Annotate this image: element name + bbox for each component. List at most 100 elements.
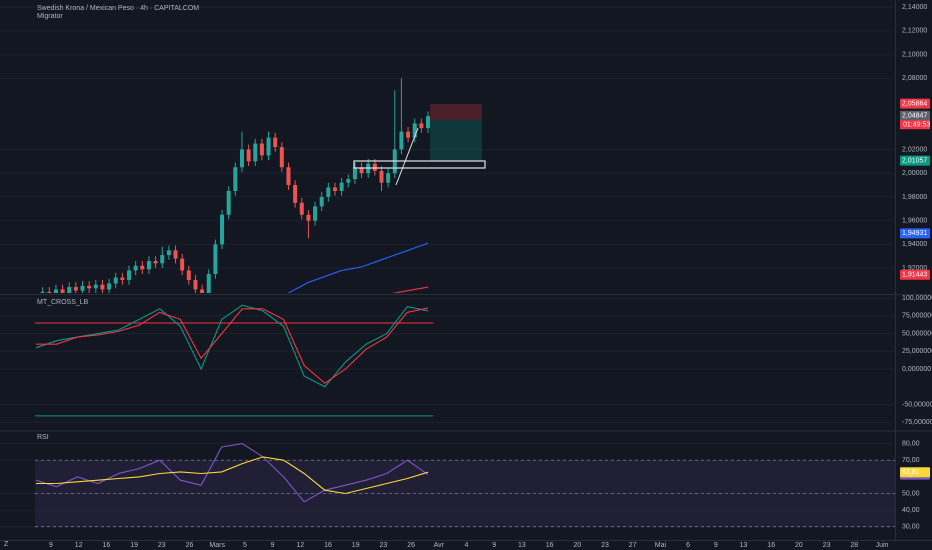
y-tick-label: 2,02000: [902, 146, 927, 153]
y-tick-label: -75,000000: [902, 419, 932, 426]
candle-body: [226, 190, 231, 215]
candle-body: [113, 277, 118, 284]
candle-body: [419, 123, 424, 129]
candle-body: [47, 291, 52, 293]
y-tick-label: 1,92000: [902, 265, 927, 272]
candle-body: [379, 170, 384, 183]
candle-body: [133, 265, 138, 271]
y-tick-label: -50,000000: [902, 401, 932, 408]
candle-body: [426, 116, 430, 129]
x-tick-label: 13: [740, 542, 748, 549]
candle-body: [53, 289, 58, 293]
candle-body: [200, 289, 205, 293]
target-zone[interactable]: [430, 120, 482, 161]
candle-body: [140, 265, 145, 270]
candle-body: [80, 285, 85, 291]
series-line: [35, 304, 429, 388]
series-line: [35, 443, 429, 503]
candle-body: [386, 173, 391, 183]
candle-body: [239, 149, 244, 168]
timezone-button[interactable]: Z: [4, 541, 9, 548]
x-tick-label: 23: [823, 542, 831, 549]
candle-body: [67, 287, 72, 293]
pane: [0, 297, 895, 423]
candle-body: [100, 284, 105, 290]
x-tick-label: 23: [158, 542, 166, 549]
price-label: 2,05864: [902, 100, 927, 107]
y-tick-label: 2,12000: [902, 28, 927, 35]
chart-layers: [0, 6, 895, 528]
x-tick-label: 27: [629, 542, 637, 549]
price-label: 1,91443: [902, 272, 927, 279]
candle-body: [359, 167, 364, 174]
y-tick-label: 50,00: [902, 490, 920, 497]
candle-body: [120, 277, 125, 280]
trend-line[interactable]: [395, 127, 419, 186]
price-label-box: [900, 155, 930, 166]
y-tick-label: 1,96000: [902, 217, 927, 224]
candle-body: [399, 131, 404, 150]
x-tick-label: 23: [380, 542, 388, 549]
stop-zone[interactable]: [430, 104, 482, 120]
y-tick-label: 0,000000: [902, 366, 931, 373]
candle-body: [279, 147, 284, 168]
candle-body: [352, 167, 357, 180]
candle-body: [299, 202, 304, 215]
x-tick-label: 28: [850, 542, 858, 549]
price-label-box: [900, 110, 930, 121]
y-tick-label: 40,00: [902, 507, 920, 514]
y-tick-label: 50,000000: [902, 330, 932, 337]
candle-body: [246, 149, 251, 162]
x-tick-label: 13: [518, 542, 526, 549]
x-tick-label: 20: [573, 542, 581, 549]
x-tick-label: 20: [795, 542, 803, 549]
candle-body: [259, 143, 264, 156]
candle-body: [193, 279, 198, 290]
y-tick-label: 1,94000: [902, 241, 927, 248]
y-tick-label: 30,00: [902, 524, 920, 531]
x-tick-label: 26: [186, 542, 194, 549]
series-line: [288, 242, 429, 293]
y-tick-label: 70,00: [902, 457, 920, 464]
candle-body: [313, 206, 318, 221]
y-tick-label: 2,14000: [902, 4, 927, 11]
y-tick-label: 2,08000: [902, 75, 927, 82]
x-tick-label: 16: [103, 542, 111, 549]
x-tick-label: Mars: [209, 542, 225, 549]
candle-body: [93, 284, 98, 289]
series-line: [36, 456, 429, 495]
zone-rectangle[interactable]: [353, 160, 486, 169]
pane: [0, 443, 895, 528]
price-label-box: [900, 269, 930, 280]
x-tick-label: 23: [601, 542, 609, 549]
price-label-box: [900, 98, 930, 109]
price-label-box: [900, 467, 930, 478]
candle-body: [146, 260, 151, 270]
chart-title: Swedish Krona / Mexican Peso · 4h · CAPI…: [37, 5, 199, 12]
x-tick-label: 9: [49, 542, 53, 549]
candle-body: [160, 255, 165, 264]
x-tick-label: 6: [686, 542, 690, 549]
series-line: [36, 307, 429, 384]
candle-body: [406, 131, 411, 138]
y-tick-label: 25,000000: [902, 348, 932, 355]
price-label: 2,01057: [902, 157, 927, 164]
pane-title: MT_CROSS_LB: [37, 299, 89, 306]
x-tick-label: 16: [546, 542, 554, 549]
candle-body: [412, 123, 417, 138]
candle-body: [253, 143, 258, 162]
candle-body: [60, 289, 65, 293]
x-tick-label: 9: [714, 542, 718, 549]
price-label-box: [900, 228, 930, 239]
y-tick-label: 2,10000: [902, 51, 927, 58]
candle-body: [319, 196, 324, 207]
x-tick-label: Avr: [434, 542, 445, 549]
x-tick-label: 12: [75, 542, 83, 549]
candle-body: [87, 285, 92, 289]
candle-body: [107, 283, 112, 290]
x-tick-label: 16: [767, 542, 775, 549]
x-tick-label: 16: [324, 542, 332, 549]
candle-body: [40, 291, 45, 293]
x-tick-label: 19: [352, 542, 360, 549]
series-line: [391, 286, 429, 293]
